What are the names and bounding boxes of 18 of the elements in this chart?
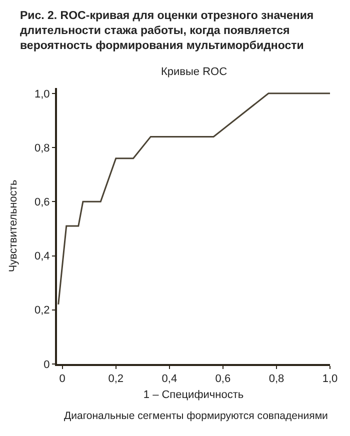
y-tick-label: 0 [44, 358, 50, 371]
y-tick-label: 0,4 [34, 250, 50, 263]
y-tick-label: 1,0 [34, 88, 50, 100]
x-tick-label: 0,6 [215, 373, 231, 386]
x-tick-label: 0,8 [268, 373, 284, 386]
chart-title: Рис. 2. ROC-кривая для оценки отрезного значения длительности стажа работы, когда появляется вероятность формирования мультиморбидности [20, 10, 314, 52]
x-tick-label: 0,2 [108, 373, 124, 386]
x-axis-title: 1 – Специфичность [143, 388, 244, 401]
line-series [58, 92, 330, 306]
y-tick-label: 0,6 [34, 196, 50, 208]
x-tick-label: 1,0 [322, 373, 338, 386]
y-tick-label: 0,8 [34, 142, 50, 154]
x-tick-label: 0,4 [162, 373, 178, 386]
y-tick-label: 0,2 [34, 304, 50, 317]
text: Диагональные сегменты формируются совпадениями [64, 410, 328, 422]
y-axis-title: Чувствительность [8, 180, 20, 272]
x-tick-label: 0 [59, 373, 66, 386]
chart-subtitle: Кривые ROC [161, 66, 228, 78]
